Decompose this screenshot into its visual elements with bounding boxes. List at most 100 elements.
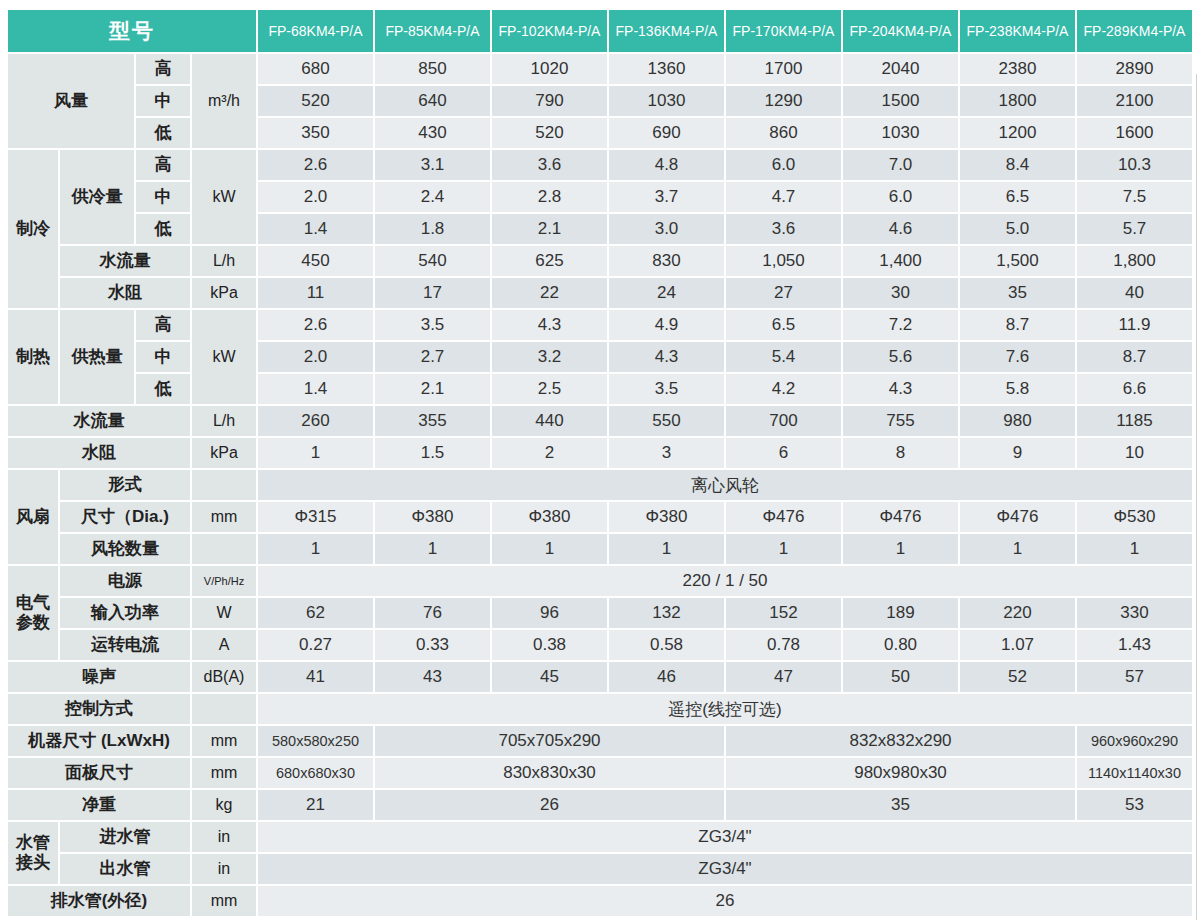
unit-airflow: m³/h xyxy=(191,53,257,149)
value-cell: 2.6 xyxy=(257,149,374,181)
value-cell: 0.78 xyxy=(725,629,842,661)
value-cell: 1.5 xyxy=(374,437,491,469)
label-drain-pipe: 排水管(外径) xyxy=(7,885,191,917)
unit-w: W xyxy=(191,597,257,629)
value-cell: 640 xyxy=(374,85,491,117)
value-cell: 4.8 xyxy=(608,149,725,181)
unit-empty xyxy=(191,533,257,565)
value-cell: 1200 xyxy=(959,117,1076,149)
unit-kw: kW xyxy=(191,149,257,245)
value-cell: 1 xyxy=(491,533,608,565)
model-name: FP-238KM4-P/A xyxy=(959,9,1076,53)
value-cell: 2380 xyxy=(959,53,1076,85)
value-cell: 11 xyxy=(257,277,374,309)
value-cell: 1 xyxy=(1076,533,1193,565)
value-cell: 0.33 xyxy=(374,629,491,661)
value-cell: 11.9 xyxy=(1076,309,1193,341)
value-cell: Φ530 xyxy=(1076,501,1193,533)
value-cell: 46 xyxy=(608,661,725,693)
value-cell: 45 xyxy=(491,661,608,693)
row-control: 控制方式 遥控(线控可选) xyxy=(7,693,1193,725)
value-cell: 4.9 xyxy=(608,309,725,341)
value-cell: 3.6 xyxy=(725,213,842,245)
panel-size-value: 1140x1140x30 xyxy=(1076,757,1193,789)
value-cell: 57 xyxy=(1076,661,1193,693)
value-cell: 520 xyxy=(257,85,374,117)
value-cell: 1 xyxy=(257,437,374,469)
value-cell: 1.07 xyxy=(959,629,1076,661)
label-control: 控制方式 xyxy=(7,693,191,725)
label-mid: 中 xyxy=(135,181,191,213)
value-cell: 355 xyxy=(374,405,491,437)
value-cell: 3.2 xyxy=(491,341,608,373)
value-cell: 625 xyxy=(491,245,608,277)
unit-in: in xyxy=(191,821,257,853)
value-cell: 17 xyxy=(374,277,491,309)
model-name: FP-102KM4-P/A xyxy=(491,9,608,53)
unit-dba: dB(A) xyxy=(191,661,257,693)
label-low: 低 xyxy=(135,117,191,149)
value-cell: 1 xyxy=(959,533,1076,565)
value-cell: 41 xyxy=(257,661,374,693)
row-net-weight: 净重 kg 21 26 35 53 xyxy=(7,789,1193,821)
value-cell: 24 xyxy=(608,277,725,309)
model-name: FP-204KM4-P/A xyxy=(842,9,959,53)
unit-mm: mm xyxy=(191,885,257,917)
drain-pipe-value: 26 xyxy=(257,885,1193,917)
value-cell: 1 xyxy=(257,533,374,565)
value-cell: Φ380 xyxy=(608,501,725,533)
value-cell: 2.5 xyxy=(491,373,608,405)
unit-empty xyxy=(191,693,257,725)
value-cell: Φ476 xyxy=(725,501,842,533)
value-cell: 6.0 xyxy=(842,181,959,213)
row-airflow-high: 风量 高 m³/h 680850102013601700204023802890 xyxy=(7,53,1193,85)
model-name: FP-289KM4-P/A xyxy=(1076,9,1193,53)
value-cell: 4.3 xyxy=(491,309,608,341)
label-water-flow: 水流量 xyxy=(7,405,191,437)
value-cell: 330 xyxy=(1076,597,1193,629)
control-value: 遥控(线控可选) xyxy=(257,693,1193,725)
label-fan-size: 尺寸（Dia.) xyxy=(59,501,191,533)
label-water-resistance: 水阻 xyxy=(59,277,191,309)
model-name: FP-170KM4-P/A xyxy=(725,9,842,53)
label-net-weight: 净重 xyxy=(7,789,191,821)
row-fan-count: 风轮数量 11111111 xyxy=(7,533,1193,565)
row-running-current: 运转电流 A 0.270.330.380.580.780.801.071.43 xyxy=(7,629,1193,661)
model-header-row: 型号 FP-68KM4-P/A FP-85KM4-P/A FP-102KM4-P… xyxy=(7,9,1193,53)
value-cell: 6.5 xyxy=(725,309,842,341)
value-cell: 0.27 xyxy=(257,629,374,661)
row-cooling-low: 低 1.41.82.13.03.64.65.05.7 xyxy=(7,213,1193,245)
value-cell: 790 xyxy=(491,85,608,117)
value-cell: 1 xyxy=(725,533,842,565)
value-cell: Φ380 xyxy=(491,501,608,533)
value-cell: 2 xyxy=(491,437,608,469)
value-cell: 52 xyxy=(959,661,1076,693)
label-input-power: 输入功率 xyxy=(59,597,191,629)
label-high: 高 xyxy=(135,309,191,341)
panel-size-value: 680x680x30 xyxy=(257,757,374,789)
net-weight-value: 21 xyxy=(257,789,374,821)
value-cell: 132 xyxy=(608,597,725,629)
label-heating: 制热 xyxy=(7,309,59,405)
unit-size-value: 580x580x250 xyxy=(257,725,374,757)
value-cell: 2.0 xyxy=(257,181,374,213)
label-high: 高 xyxy=(135,149,191,181)
value-cell: 1 xyxy=(608,533,725,565)
panel-size-value: 830x830x30 xyxy=(374,757,725,789)
value-cell: 520 xyxy=(491,117,608,149)
value-cell: 2.4 xyxy=(374,181,491,213)
row-noise: 噪声 dB(A) 4143454647505257 xyxy=(7,661,1193,693)
value-cell: 1020 xyxy=(491,53,608,85)
value-cell: 220 xyxy=(959,597,1076,629)
value-cell: 30 xyxy=(842,277,959,309)
model-header-label: 型号 xyxy=(7,9,257,53)
value-cell: 7.0 xyxy=(842,149,959,181)
value-cell: 1,800 xyxy=(1076,245,1193,277)
value-cell: Φ380 xyxy=(374,501,491,533)
value-cell: 850 xyxy=(374,53,491,85)
value-cell: 4.3 xyxy=(608,341,725,373)
value-cell: 1.43 xyxy=(1076,629,1193,661)
value-cell: 450 xyxy=(257,245,374,277)
value-cell: 40 xyxy=(1076,277,1193,309)
unit-lh: L/h xyxy=(191,405,257,437)
